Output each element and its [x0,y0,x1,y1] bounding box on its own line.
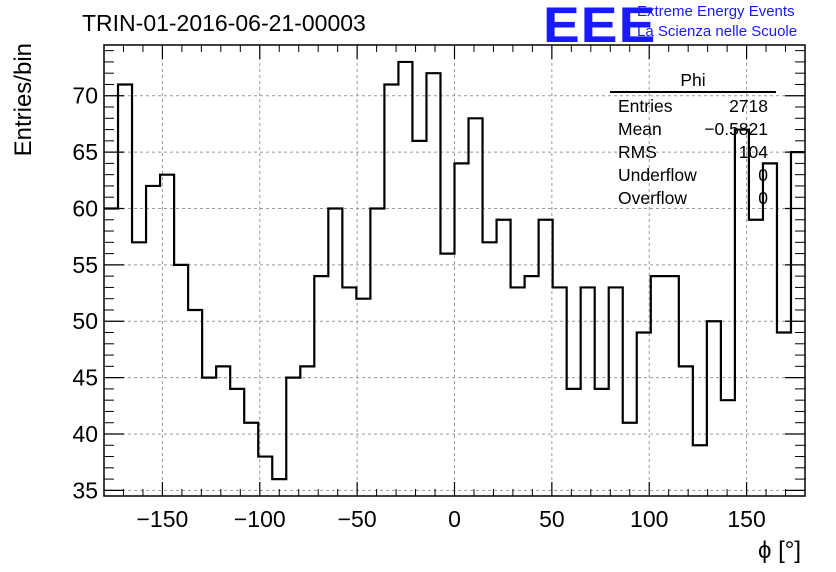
x-tick-label: −150 [137,506,189,532]
stats-row-underflow: Underflow 0 [610,164,776,187]
axis-ticks [103,45,806,496]
histogram-line [104,60,805,481]
brand-line-2: La Scienza nelle Scuole [637,23,798,40]
stats-label: Underflow [618,165,697,185]
x-tick-label: 50 [539,506,565,532]
stats-title: Phi [610,70,776,93]
y-tick-label: 55 [72,252,98,278]
brand-text: Extreme Energy Events La Scienza nelle S… [637,2,797,42]
x-tick-label: 0 [448,506,461,532]
x-tick-label: 150 [727,506,765,532]
x-tick-label: −50 [338,506,377,532]
y-tick-label: 60 [72,195,98,221]
stats-label: Mean [618,119,662,139]
y-tick-label: 65 [72,139,98,165]
stats-row-entries: Entries 2718 [610,95,776,118]
stats-row-mean: Mean −0.5821 [610,118,776,141]
x-tick-label: −100 [234,506,286,532]
stats-label: RMS [618,142,657,162]
stats-row-overflow: Overflow 0 [610,187,776,210]
y-tick-label: 50 [72,308,98,334]
stats-label: Entries [618,96,673,116]
stats-row-rms: RMS 104 [610,141,776,164]
x-axis-label: ϕ [°] [758,537,801,564]
y-tick-label: 45 [72,365,98,391]
eee-logo: EEE [543,0,657,53]
tick-labels: −150 −100 −50 0 50 100 150 35 40 45 50 55 60 65 70 [72,83,765,532]
stats-label: Overflow [618,188,688,208]
stats-box: Phi Entries 2718 Mean −0.5821 RMS 104 Un… [610,70,776,210]
y-tick-label: 70 [72,83,98,109]
stats-value: 0 [758,165,768,185]
stats-value: 2718 [729,96,768,116]
x-tick-label: 100 [630,506,668,532]
brand-line-1: Extreme Energy Events [637,3,795,20]
y-axis-label: Entries/bin [10,43,37,156]
stats-value: −0.5821 [704,119,768,139]
stats-value: 0 [758,188,768,208]
y-tick-label: 40 [72,421,98,447]
chart-title: TRIN-01-2016-06-21-00003 [82,10,366,36]
stats-value: 104 [738,142,768,162]
y-tick-label: 35 [72,477,98,503]
